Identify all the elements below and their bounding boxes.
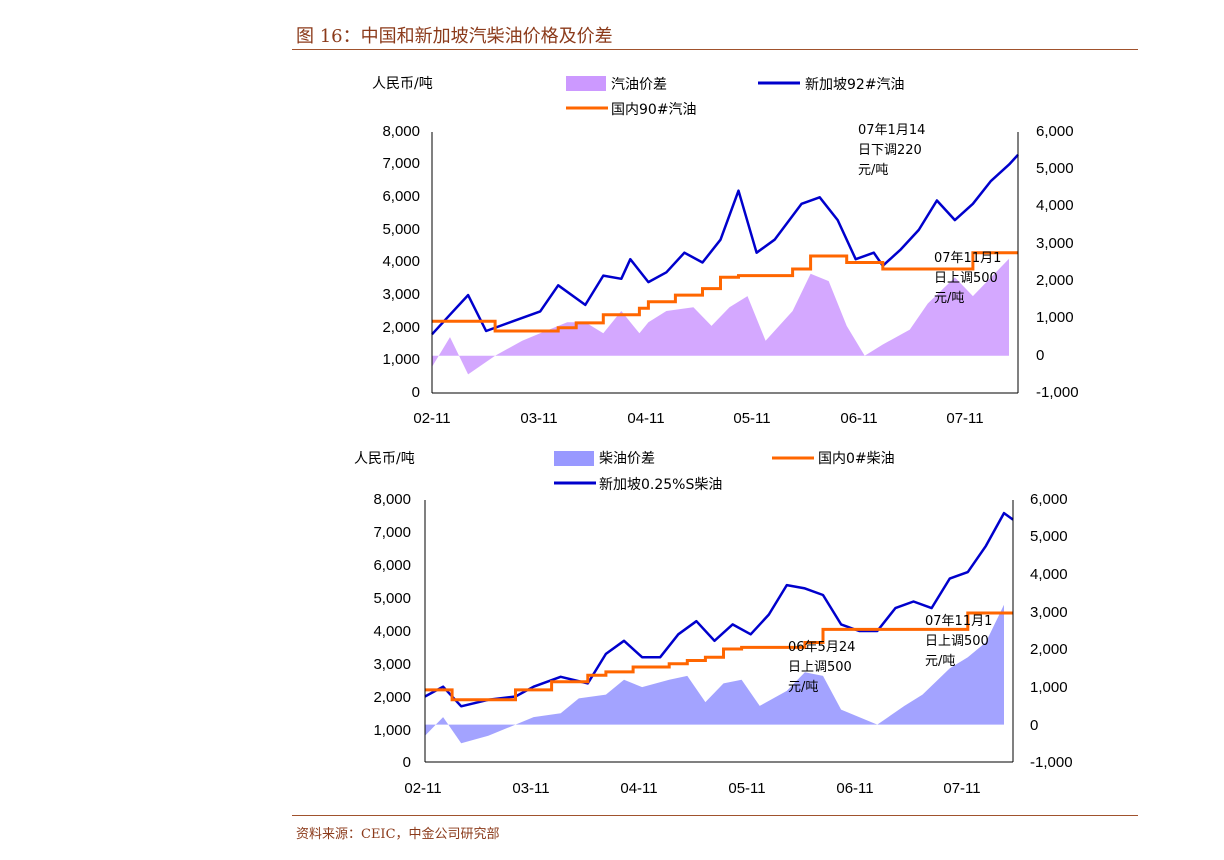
annotation-line: 日下调220 (858, 143, 922, 158)
annotation-20071101-gasoline: 07年11月1 日上调500 元/吨 (934, 251, 1001, 306)
y-tick-left: 6,000 (382, 188, 420, 205)
series-step-domestic-0 (425, 611, 1013, 702)
y-tick-left: 8,000 (373, 491, 411, 508)
y-tick-left: 5,000 (373, 590, 411, 607)
y-tick-left: 0 (403, 754, 411, 771)
annotation-20060524: 06年5月24 日上调500 元/吨 (788, 640, 855, 695)
y-tick-left: 1,000 (382, 351, 420, 368)
y-tick-left: 7,000 (382, 155, 420, 172)
x-tick: 04-11 (627, 410, 664, 427)
y-tick-right: -1,000 (1030, 754, 1073, 771)
x-tick: 03-11 (512, 780, 549, 797)
annotation-20070114: 07年1月14 日下调220 元/吨 (858, 123, 925, 178)
x-tick: 02-11 (404, 780, 441, 797)
y-tick-right: 1,000 (1036, 309, 1074, 326)
source-rule (292, 815, 1138, 816)
y-tick-left: 3,000 (373, 656, 411, 673)
gasoline-chart: 人民币/吨 汽油价差 新加坡92#汽油 国内90#汽油 0 1,000 2,00… (372, 76, 1079, 427)
series-line-singapore-diesel (424, 511, 1014, 708)
left-axis-unit: 人民币/吨 (354, 451, 415, 467)
y-tick-left: 4,000 (373, 623, 411, 640)
y-tick-right: 3,000 (1030, 604, 1068, 621)
y-tick-left: 8,000 (382, 123, 420, 140)
annotation-line: 07年11月1 (925, 614, 992, 629)
legend-label-domestic: 国内0#柴油 (818, 451, 895, 467)
x-ticks: 02-11 03-11 04-11 05-11 06-11 07-11 (404, 780, 980, 797)
left-axis-unit: 人民币/吨 (372, 76, 433, 92)
y-tick-right: 2,000 (1030, 641, 1068, 658)
x-ticks: 02-11 03-11 04-11 05-11 06-11 07-11 (413, 410, 983, 427)
legend-label-singapore: 新加坡0.25%S柴油 (599, 477, 722, 493)
annotation-line: 元/吨 (858, 163, 888, 178)
annotation-20071101-diesel: 07年11月1 日上调500 元/吨 (925, 614, 992, 669)
y-tick-right: 5,000 (1030, 528, 1068, 545)
y-tick-left: 3,000 (382, 286, 420, 303)
annotation-line: 元/吨 (934, 291, 964, 306)
annotation-line: 日上调500 (934, 271, 998, 286)
diesel-chart: 人民币/吨 柴油价差 国内0#柴油 新加坡0.25%S柴油 0 1,000 2,… (354, 451, 1073, 797)
annotation-line: 07年11月1 (934, 251, 1001, 266)
x-tick: 05-11 (728, 780, 765, 797)
y-tick-left: 6,000 (373, 557, 411, 574)
annotation-line: 日上调500 (788, 660, 852, 675)
y-tick-right: 0 (1036, 347, 1044, 364)
y-tick-right: 0 (1030, 717, 1038, 734)
figure-title: 图 16：中国和新加坡汽柴油价格及价差 (296, 26, 613, 47)
y-tick-left: 4,000 (382, 253, 420, 270)
annotation-line: 06年5月24 (788, 640, 855, 655)
y-tick-right: 3,000 (1036, 235, 1074, 252)
series-step-domestic-90 (432, 251, 1018, 333)
annotation-line: 07年1月14 (858, 123, 925, 138)
y-ticks-left: 0 1,000 2,000 3,000 4,000 5,000 6,000 7,… (382, 123, 420, 401)
y-tick-left: 1,000 (373, 722, 411, 739)
x-tick: 06-11 (836, 780, 873, 797)
y-tick-right: 5,000 (1036, 160, 1074, 177)
x-tick: 06-11 (840, 410, 877, 427)
y-ticks-left: 0 1,000 2,000 3,000 4,000 5,000 6,000 7,… (373, 491, 411, 771)
y-tick-right: 4,000 (1036, 197, 1074, 214)
legend-label-domestic: 国内90#汽油 (611, 102, 697, 118)
x-tick: 05-11 (733, 410, 770, 427)
y-tick-right: 1,000 (1030, 679, 1068, 696)
y-tick-right: 6,000 (1036, 123, 1074, 140)
y-tick-right: 6,000 (1030, 491, 1068, 508)
title-rule (292, 49, 1138, 50)
annotation-line: 元/吨 (925, 654, 955, 669)
annotation-line: 日上调500 (925, 634, 989, 649)
y-tick-left: 7,000 (373, 524, 411, 541)
y-tick-left: 0 (412, 384, 420, 401)
series-line-singapore-92 (431, 153, 1019, 336)
y-tick-right: 4,000 (1030, 566, 1068, 583)
y-ticks-right: -1,000 0 1,000 2,000 3,000 4,000 5,000 6… (1030, 491, 1073, 771)
y-tick-left: 2,000 (373, 689, 411, 706)
series-area-gasoline-spread (432, 258, 1009, 375)
x-tick: 02-11 (413, 410, 450, 427)
y-tick-left: 2,000 (382, 319, 420, 336)
y-tick-left: 5,000 (382, 221, 420, 238)
legend-swatch-spread (554, 451, 594, 466)
x-tick: 04-11 (620, 780, 657, 797)
legend-label-spread: 汽油价差 (611, 77, 667, 93)
legend-swatch-spread (566, 76, 606, 91)
x-tick: 07-11 (943, 780, 980, 797)
annotation-line: 元/吨 (788, 680, 818, 695)
y-tick-right: -1,000 (1036, 384, 1079, 401)
legend-label-spread: 柴油价差 (599, 451, 655, 467)
source-note: 资料来源：CEIC，中金公司研究部 (296, 827, 500, 842)
series-area-diesel-spread (425, 604, 1004, 744)
x-tick: 07-11 (946, 410, 983, 427)
y-tick-right: 2,000 (1036, 272, 1074, 289)
legend-label-singapore: 新加坡92#汽油 (805, 77, 905, 93)
y-ticks-right: -1,000 0 1,000 2,000 3,000 4,000 5,000 6… (1036, 123, 1079, 401)
x-tick: 03-11 (520, 410, 557, 427)
